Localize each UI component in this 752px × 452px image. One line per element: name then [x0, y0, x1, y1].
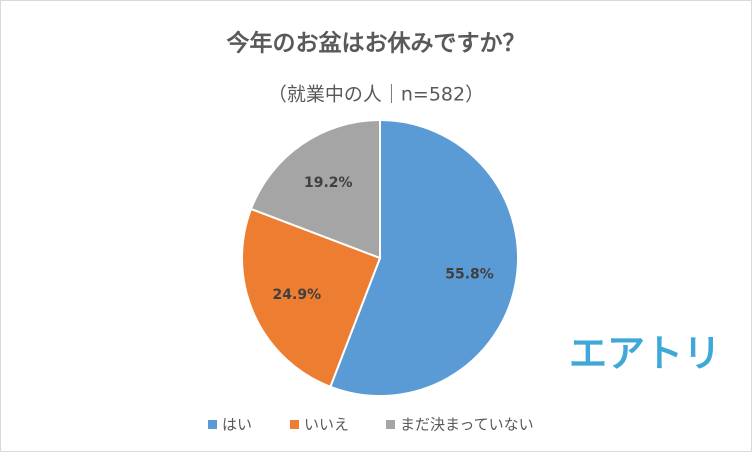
legend-label: はい — [222, 416, 252, 434]
pie-slice — [329, 118, 519, 397]
legend-label: まだ決まっていない — [400, 416, 534, 434]
chart-title: 今年のお盆はお休みですか？ — [227, 30, 526, 57]
legend-swatch — [386, 420, 395, 429]
data-label: 55.8% — [445, 267, 494, 283]
data-label: 24.9% — [273, 287, 322, 303]
pie-slice — [249, 118, 381, 260]
data-label: 19.2% — [304, 175, 353, 191]
legend-label: いいえ — [304, 416, 349, 434]
legend-swatch — [290, 420, 299, 429]
logo: エアトリ — [569, 332, 721, 376]
pie-slice — [241, 207, 382, 389]
chart-subtitle: （就業中の人｜n=582） — [268, 84, 484, 106]
legend-swatch — [208, 420, 217, 429]
